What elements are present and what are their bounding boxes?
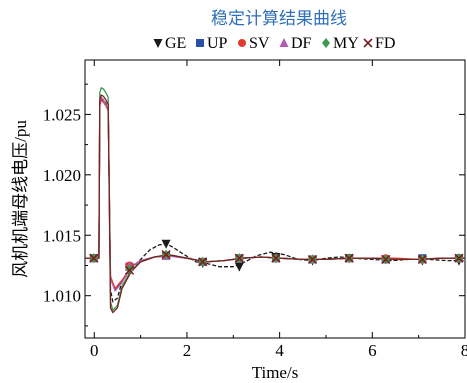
data-point-fd [124, 265, 135, 275]
x-tick-label: 2 [183, 341, 192, 360]
legend-item-ge: GE [153, 35, 186, 52]
data-point-fd [344, 253, 354, 263]
series-lines [85, 87, 465, 314]
data-point-fd [307, 254, 318, 265]
y-axis-label: 风机机端母线电压/pu [11, 120, 30, 278]
legend-label: FD [375, 35, 395, 52]
x-axis: 0 2 4 6 8 [90, 60, 467, 360]
legend-marker-ge [153, 39, 163, 48]
data-point-fd [381, 254, 391, 265]
legend-marker-sv [238, 39, 246, 47]
data-point-fd [234, 253, 244, 263]
y-tick-label: 1.025 [43, 105, 81, 124]
legend-label: MY [333, 35, 359, 52]
legend-label: UP [207, 35, 228, 52]
legend: GE UP SV DF MY FD [153, 35, 395, 52]
data-point-fd [271, 253, 281, 263]
series-markers [89, 239, 464, 275]
legend-marker-df [279, 38, 289, 47]
plot-area-frame [84, 59, 466, 339]
data-point-fd [198, 257, 208, 267]
x-tick-label: 4 [275, 341, 284, 360]
x-tick-label: 6 [368, 341, 377, 360]
data-point-fd [89, 253, 99, 263]
legend-marker-up [196, 39, 204, 47]
data-point-fd [454, 253, 464, 263]
x-tick-label: 0 [90, 341, 99, 360]
series-line-my [85, 87, 465, 311]
series-line-fd [85, 94, 465, 314]
legend-marker-fd [363, 38, 373, 48]
y-tick-label: 1.010 [43, 287, 81, 306]
data-point-ge [161, 239, 171, 249]
legend-label: GE [165, 35, 186, 52]
legend-item-my: MY [322, 35, 359, 52]
legend-marker-my [322, 38, 330, 48]
data-point-ge [234, 262, 244, 272]
legend-label: SV [249, 35, 270, 52]
legend-label: DF [291, 35, 312, 52]
data-point-fd [417, 254, 427, 265]
data-point-fd [161, 250, 171, 260]
x-tick-label: 8 [461, 341, 467, 360]
chart-title: 稳定计算结果曲线 [211, 9, 347, 29]
y-axis: 1.010 1.015 1.020 1.025 [43, 83, 465, 327]
legend-item-fd: FD [363, 35, 395, 52]
legend-item-df: DF [279, 35, 312, 52]
x-axis-label: Time/s [252, 363, 299, 382]
legend-item-sv: SV [238, 35, 270, 52]
y-tick-label: 1.020 [43, 166, 81, 185]
series-line-ge [85, 96, 465, 303]
legend-item-up: UP [196, 35, 228, 52]
y-tick-label: 1.015 [43, 226, 81, 245]
